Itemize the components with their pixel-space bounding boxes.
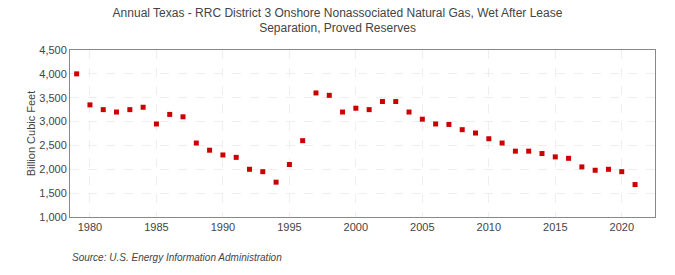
svg-text:2,000: 2,000 [39, 163, 67, 175]
svg-text:Annual Texas - RRC District 3: Annual Texas - RRC District 3 Onshore No… [113, 6, 563, 36]
svg-text:2000: 2000 [344, 221, 368, 233]
svg-text:2020: 2020 [610, 221, 634, 233]
svg-text:1980: 1980 [78, 221, 102, 233]
svg-text:1995: 1995 [277, 221, 301, 233]
svg-text:2,500: 2,500 [39, 139, 67, 151]
svg-text:1990: 1990 [211, 221, 235, 233]
svg-text:Billion Cubic Feet: Billion Cubic Feet [25, 91, 37, 177]
svg-text:2010: 2010 [477, 221, 501, 233]
svg-text:1,000: 1,000 [39, 211, 67, 223]
svg-text:3,000: 3,000 [39, 115, 67, 127]
svg-text:1,500: 1,500 [39, 187, 67, 199]
svg-text:4,000: 4,000 [39, 68, 67, 80]
svg-text:4,500: 4,500 [39, 44, 67, 56]
svg-text:2005: 2005 [410, 221, 434, 233]
svg-text:Source: U.S. Energy Informatio: Source: U.S. Energy Information Administ… [72, 252, 282, 263]
svg-text:1985: 1985 [144, 221, 168, 233]
svg-text:2015: 2015 [543, 221, 567, 233]
svg-text:3,500: 3,500 [39, 92, 67, 104]
